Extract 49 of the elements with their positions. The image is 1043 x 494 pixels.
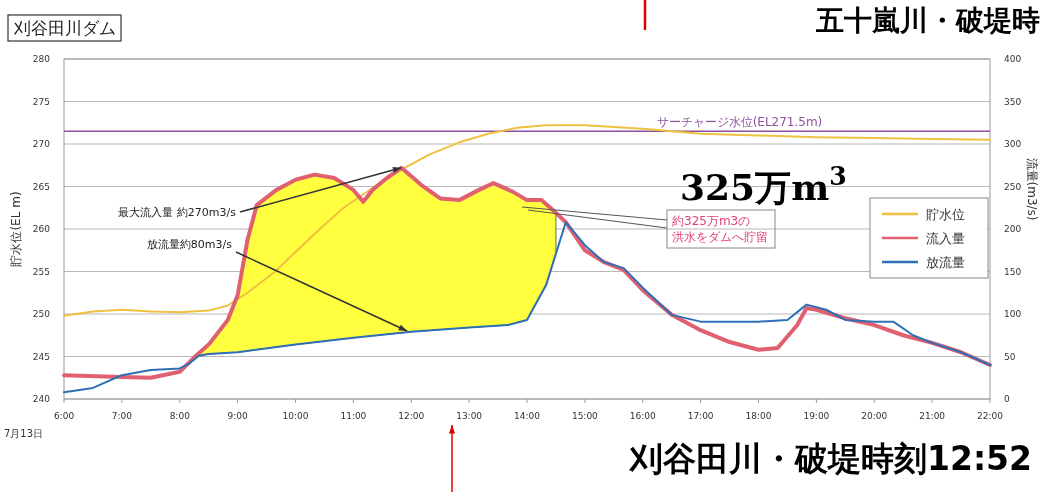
x-tick-label: 20:00	[861, 411, 888, 421]
text: 7月13日	[4, 428, 44, 439]
y-tick-label: 245	[32, 351, 50, 362]
x-tick-label: 19:00	[803, 411, 830, 421]
text: 刈谷田川・破堤時刻12:52	[627, 439, 1032, 478]
x-tick-label: 7:00	[111, 411, 133, 421]
y2-tick-label: 50	[1004, 351, 1016, 362]
annotation: 約325万m3の洪水をダムへ貯留	[672, 214, 768, 244]
x-tick-label: 9:00	[227, 411, 248, 421]
x-tick-label: 10:00	[282, 411, 309, 421]
y2-tick-label: 100	[1004, 309, 1022, 319]
annotation: 放流量約80m3/s	[146, 238, 233, 251]
legend-label: 貯水位	[926, 207, 965, 222]
legend-label: 流入量	[926, 231, 965, 246]
y-tick-label: 270	[32, 139, 51, 149]
y2-axis-title: 流量(m3/s)	[1025, 157, 1039, 221]
y2-tick-label: 150	[1004, 266, 1022, 277]
x-tick-label: 17:00	[687, 411, 714, 421]
y-tick-label: 240	[32, 394, 51, 404]
x-tick-label: 14:00	[514, 411, 541, 421]
legend-label: 放流量	[926, 255, 965, 270]
y2-tick-label: 0	[1004, 394, 1010, 404]
y-tick-label: 275	[32, 96, 50, 107]
y-tick-label: 280	[32, 54, 51, 64]
x-tick-label: 13:00	[456, 411, 483, 421]
y-tick-label: 260	[32, 224, 51, 234]
y2-tick-label: 300	[1004, 139, 1022, 149]
x-tick-label: 15:00	[571, 411, 599, 421]
y-tick-label: 250	[32, 309, 51, 319]
annotation: 最大流入量 約270m3/s	[118, 206, 237, 219]
ref-line-label: サーチャージ水位(EL271.5m)	[656, 115, 823, 130]
x-tick-label: 6:00	[53, 411, 75, 421]
annotation: 325万m$^{3}$	[680, 161, 847, 208]
text: 五十嵐川・破堤時	[815, 4, 1040, 37]
x-tick-label: 11:00	[340, 411, 367, 421]
x-tick-label: 16:00	[629, 411, 656, 421]
x-tick-label: 21:00	[919, 411, 946, 421]
y-tick-label: 255	[32, 266, 50, 277]
x-tick-label: 8:00	[169, 411, 191, 421]
x-tick-label: 18:00	[745, 411, 772, 421]
x-tick-label: 12:00	[398, 411, 425, 421]
y2-tick-label: 250	[1004, 181, 1022, 192]
y2-tick-label: 400	[1004, 54, 1022, 64]
y-axis-title: 貯水位(EL m)	[9, 191, 23, 267]
y2-tick-label: 200	[1004, 224, 1022, 234]
x-tick-label: 22:00	[977, 411, 1004, 421]
chart-title: 刈谷田川ダム	[13, 18, 116, 38]
y2-tick-label: 350	[1004, 96, 1022, 107]
y-tick-label: 265	[32, 181, 50, 192]
